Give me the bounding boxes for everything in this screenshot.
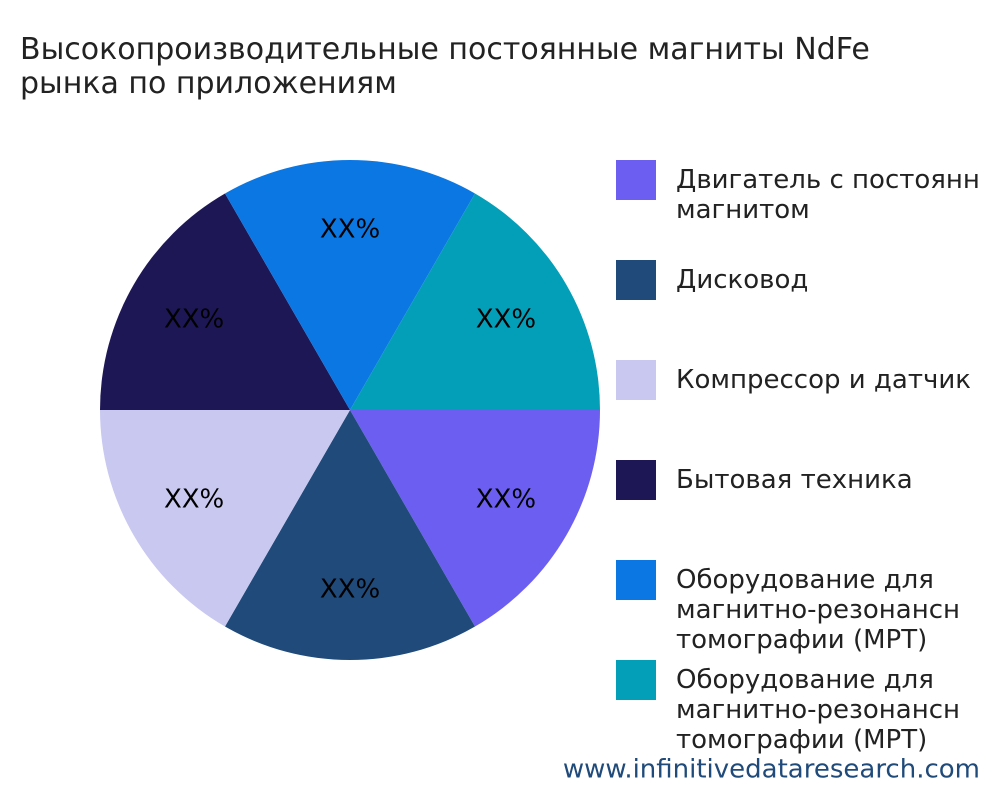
pie-slice — [100, 193, 350, 410]
watermark: www.infinitivedataresearch.com — [563, 755, 980, 785]
pie-slice — [225, 160, 475, 410]
legend-swatch — [616, 260, 656, 300]
data-label: XX% — [320, 575, 380, 605]
pie-slice — [100, 410, 350, 627]
data-label: XX% — [164, 305, 224, 335]
legend-label: Бытовая техника — [676, 465, 913, 495]
legend-swatch — [616, 360, 656, 400]
data-label: XX% — [476, 305, 536, 335]
legend-swatch — [616, 460, 656, 500]
data-label: XX% — [164, 485, 224, 515]
legend-label: Компрессор и датчик — [676, 365, 971, 395]
legend-label: Дисковод — [676, 265, 808, 295]
pie-slice — [225, 410, 475, 660]
chart-title: Высокопроизводительные постоянные магнит… — [20, 32, 870, 101]
data-label: XX% — [320, 215, 380, 245]
legend-swatch — [616, 660, 656, 700]
legend-label: Оборудование для магнитно-резонансн томогр… — [676, 665, 960, 755]
data-label: XX% — [476, 485, 536, 515]
pie-slice — [350, 410, 600, 627]
legend-swatch — [616, 560, 656, 600]
legend-label: Двигатель с постоянн магнитом — [676, 165, 980, 225]
legend-swatch — [616, 160, 656, 200]
legend-label: Оборудование для магнитно-резонансн томогр… — [676, 565, 960, 655]
pie-slice — [350, 193, 600, 410]
